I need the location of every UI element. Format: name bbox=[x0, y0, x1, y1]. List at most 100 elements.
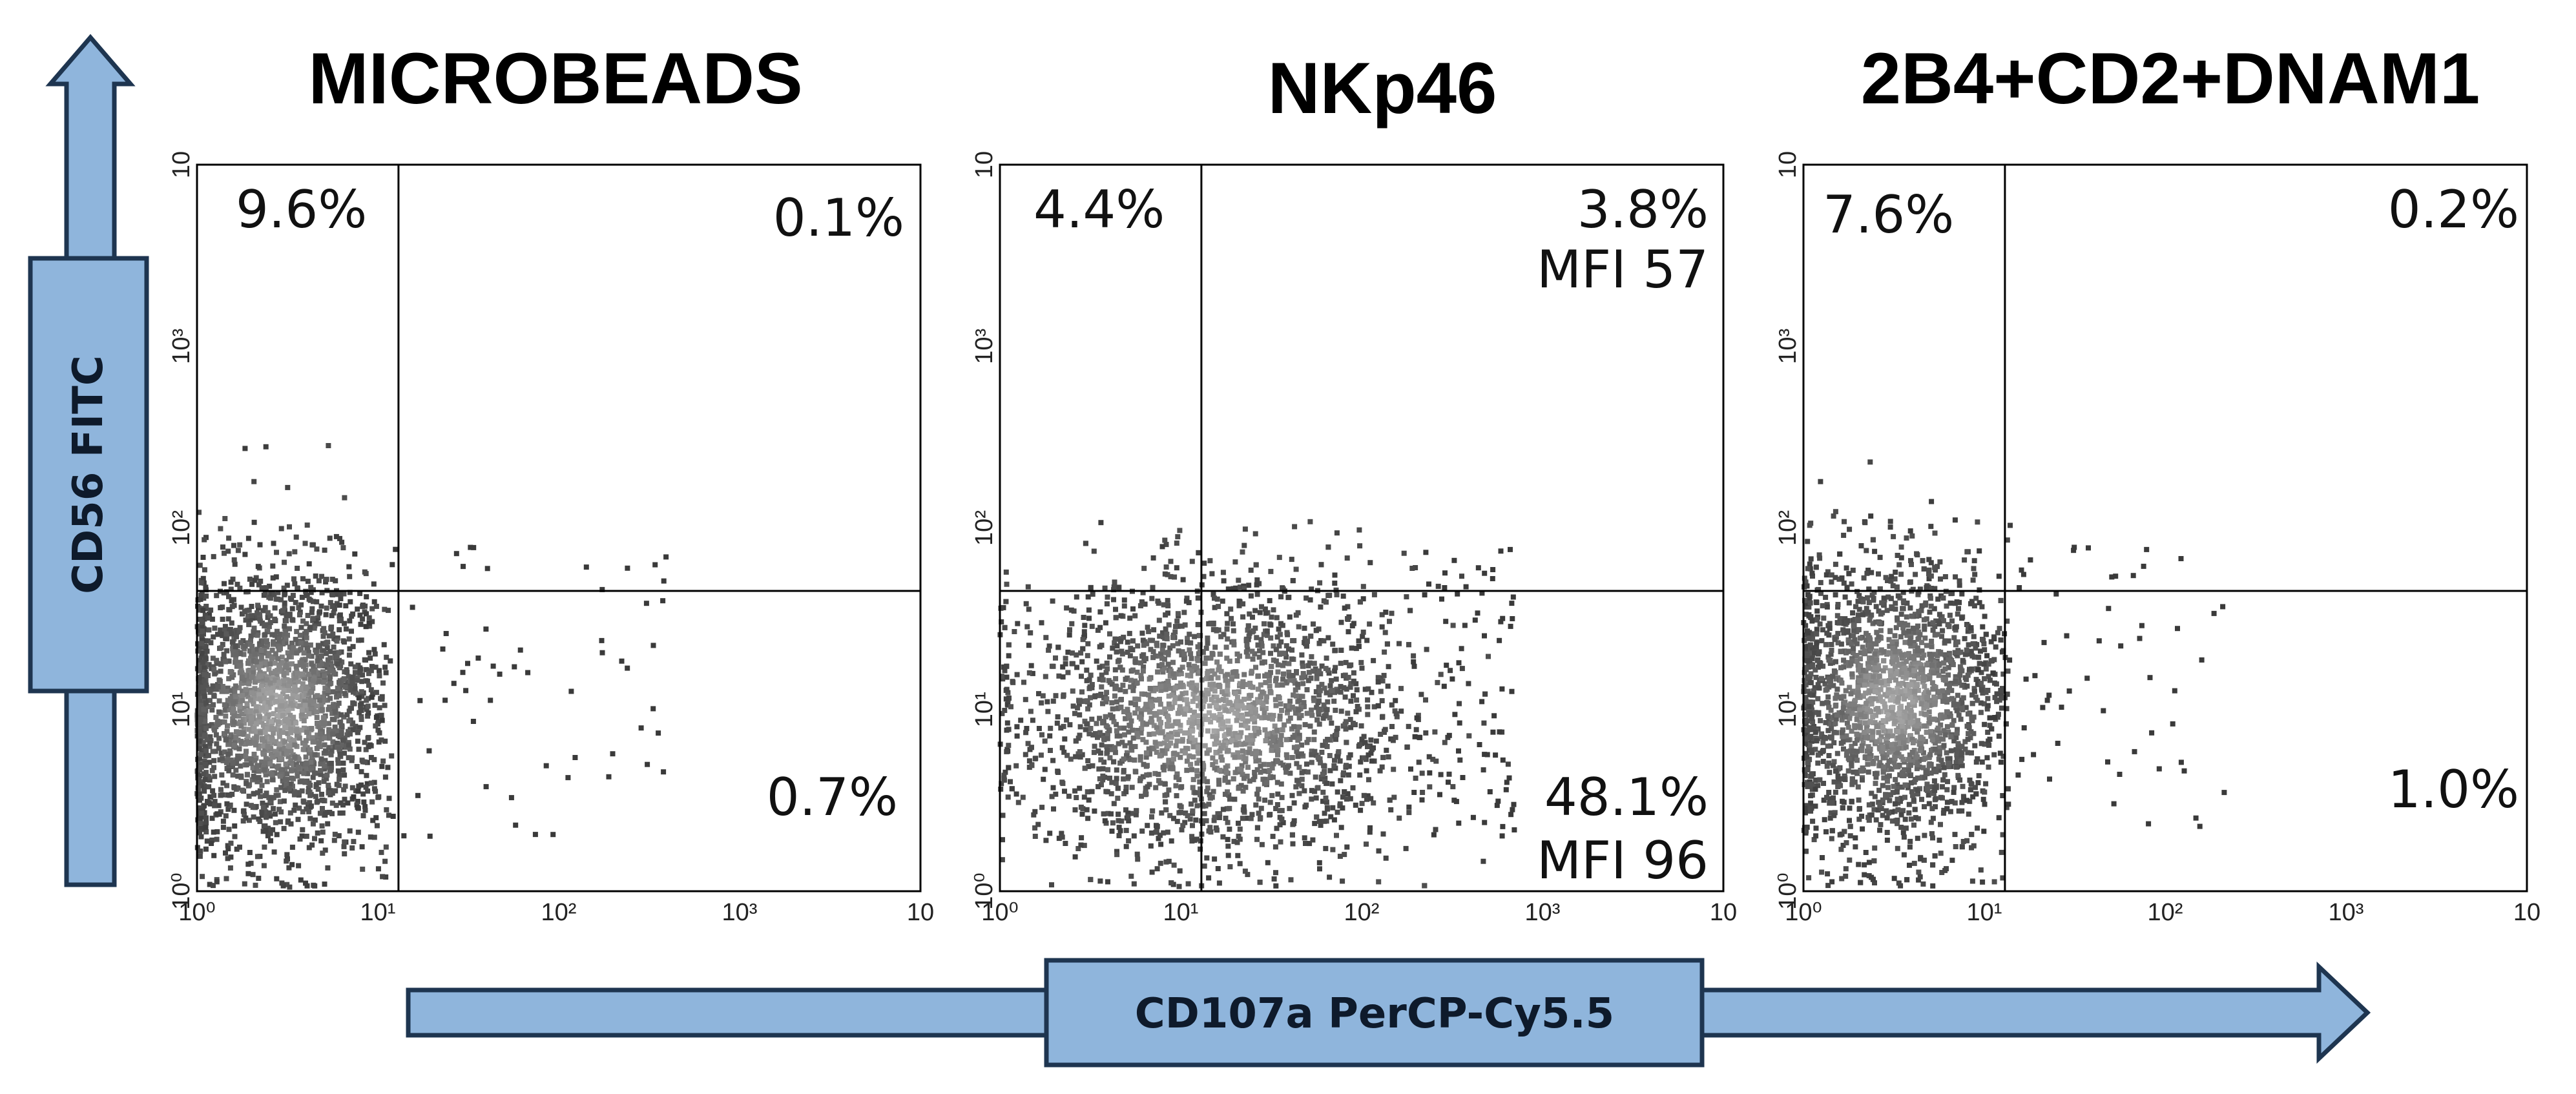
data-point bbox=[327, 535, 333, 541]
data-point bbox=[287, 712, 293, 718]
data-point bbox=[1271, 774, 1276, 780]
data-point bbox=[262, 747, 267, 752]
data-point bbox=[1283, 654, 1289, 660]
data-point bbox=[1039, 732, 1044, 738]
data-point bbox=[1110, 645, 1116, 651]
data-point bbox=[378, 696, 384, 701]
data-point bbox=[251, 728, 257, 734]
data-point bbox=[259, 809, 265, 815]
data-point bbox=[1190, 714, 1196, 720]
data-point bbox=[1158, 686, 1164, 692]
data-point bbox=[1153, 785, 1159, 790]
data-point bbox=[228, 854, 234, 860]
data-point bbox=[1493, 752, 1499, 758]
data-point bbox=[1158, 684, 1164, 690]
data-point bbox=[1371, 800, 1376, 806]
data-point bbox=[230, 576, 236, 582]
data-point bbox=[1298, 703, 1304, 708]
data-point bbox=[1482, 752, 1488, 758]
data-point bbox=[260, 620, 265, 626]
data-point bbox=[273, 739, 279, 745]
data-point bbox=[300, 576, 306, 582]
data-point bbox=[262, 671, 267, 677]
data-point bbox=[210, 683, 216, 689]
data-point bbox=[1268, 734, 1274, 739]
data-point bbox=[1423, 697, 1428, 703]
data-point bbox=[287, 626, 292, 632]
data-point bbox=[1241, 741, 1247, 747]
data-point bbox=[342, 690, 348, 696]
data-point bbox=[1139, 676, 1144, 682]
data-point bbox=[1331, 817, 1337, 823]
data-point bbox=[1408, 766, 1413, 772]
data-point bbox=[308, 803, 314, 809]
data-point bbox=[288, 701, 294, 707]
data-point bbox=[333, 803, 339, 809]
data-point bbox=[1195, 595, 1201, 601]
data-point bbox=[1174, 541, 1179, 546]
data-point bbox=[1013, 791, 1019, 797]
data-point bbox=[1013, 763, 1019, 769]
data-point bbox=[197, 688, 203, 694]
data-point bbox=[1223, 645, 1229, 650]
data-point bbox=[298, 602, 304, 608]
data-point bbox=[197, 657, 203, 663]
data-point bbox=[237, 704, 243, 710]
data-point bbox=[1290, 638, 1296, 644]
data-point bbox=[1165, 734, 1171, 739]
data-point bbox=[1332, 572, 1338, 578]
data-point bbox=[309, 610, 315, 615]
data-point bbox=[384, 807, 390, 812]
data-point bbox=[1053, 693, 1059, 699]
data-point bbox=[366, 710, 371, 716]
data-point bbox=[1049, 794, 1055, 800]
data-point bbox=[1335, 789, 1340, 795]
data-point bbox=[339, 723, 345, 728]
data-point bbox=[1392, 708, 1398, 714]
data-point bbox=[322, 763, 327, 769]
data-point bbox=[300, 618, 306, 624]
data-point bbox=[1094, 721, 1099, 727]
data-point bbox=[1168, 559, 1174, 564]
data-point bbox=[285, 730, 291, 736]
data-point bbox=[307, 697, 313, 703]
data-point bbox=[286, 818, 291, 824]
data-point bbox=[1139, 828, 1145, 834]
data-point bbox=[1321, 763, 1327, 769]
data-point bbox=[282, 701, 287, 707]
data-point bbox=[251, 629, 256, 635]
data-point bbox=[203, 662, 209, 667]
data-point bbox=[1028, 708, 1034, 714]
data-point bbox=[1345, 674, 1351, 680]
data-point bbox=[355, 606, 360, 612]
data-point bbox=[1086, 607, 1092, 613]
data-point bbox=[201, 678, 207, 684]
data-point bbox=[228, 586, 234, 592]
data-point bbox=[1222, 724, 1228, 730]
data-point bbox=[1341, 685, 1347, 690]
data-point bbox=[1254, 714, 1260, 719]
data-point bbox=[1128, 744, 1134, 750]
data-point bbox=[1279, 816, 1285, 822]
data-point bbox=[1248, 692, 1254, 698]
data-point bbox=[1227, 826, 1232, 832]
data-point bbox=[294, 728, 300, 734]
data-point bbox=[322, 547, 327, 553]
data-point bbox=[332, 724, 338, 730]
data-point bbox=[364, 666, 369, 672]
data-point bbox=[277, 741, 283, 747]
data-point bbox=[281, 585, 287, 591]
data-point bbox=[307, 689, 313, 695]
data-point bbox=[224, 648, 230, 654]
data-point bbox=[1196, 750, 1201, 756]
data-point bbox=[1040, 693, 1046, 699]
data-point bbox=[299, 710, 305, 716]
data-point bbox=[326, 730, 332, 736]
data-point bbox=[266, 650, 272, 656]
data-point bbox=[1157, 696, 1162, 702]
data-point bbox=[205, 704, 211, 709]
data-point bbox=[1116, 818, 1121, 823]
data-point bbox=[1188, 640, 1194, 646]
data-point bbox=[233, 734, 239, 740]
data-point bbox=[301, 770, 307, 776]
